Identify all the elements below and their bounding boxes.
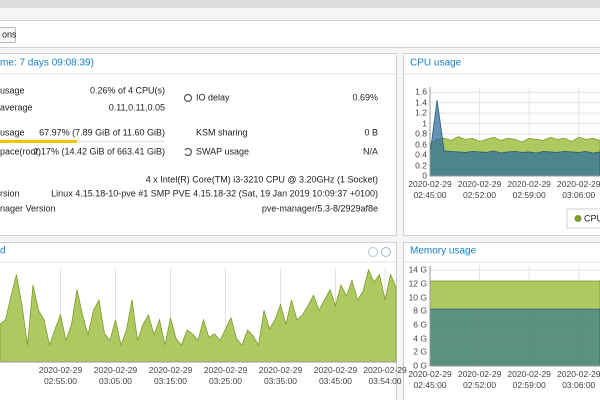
- x-tick-label: 2020-02-29 03:54:00: [363, 365, 407, 386]
- y-tick-label: 8 G: [413, 305, 427, 316]
- field-label: rsion: [0, 188, 20, 199]
- field-value: N/A: [362, 146, 378, 157]
- x-tick-label: 2020-02-29 02:52:00: [457, 369, 502, 390]
- panel-title: Memory usage: [410, 245, 477, 257]
- status-panel: [0, 53, 397, 236]
- x-tick-label: 2020-02-29 03:06:00: [557, 369, 600, 390]
- progress-bar: [0, 140, 77, 143]
- y-tick-label: 0: [422, 170, 427, 181]
- panel-title: me: 7 days 09:08:39): [0, 57, 94, 69]
- x-tick-label: 2020-02-29 03:35:00: [258, 365, 303, 386]
- y-tick-label: 0.4: [415, 149, 427, 160]
- field-label: pace(root): [0, 146, 42, 157]
- legend-swatch: [574, 215, 582, 222]
- panel-title: CPU usage: [410, 57, 462, 69]
- field-label: SWAP usage: [196, 146, 250, 157]
- y-tick-label: 1.6: [415, 86, 427, 97]
- area-series: [0, 268, 397, 363]
- legend-label: CPU: [584, 213, 600, 223]
- area-series: [429, 100, 600, 177]
- field-value: 2.17% (14.42 GiB of 663.41 GiB): [33, 146, 165, 157]
- x-tick-label: 2020-02-29 03:45:00: [313, 365, 358, 386]
- toolbar: [0, 20, 600, 48]
- button[interactable]: [0, 27, 16, 43]
- y-tick-label: 1.4: [415, 97, 427, 108]
- x-tick-label: 2020-02-29 02:52:00: [457, 179, 502, 200]
- legend-box: [566, 208, 600, 229]
- x-tick-label: 2020-02-29 02:55:00: [38, 365, 83, 386]
- field-value: Linux 4.15.18-10-pve #1 SMP PVE 4.15.18-…: [51, 188, 378, 199]
- io-icon: [183, 93, 193, 103]
- cpu-model: 4 x Intel(R) Core(TM) i3-3210 CPU @ 3.20…: [145, 174, 378, 185]
- x-tick-label: 2020-02-29 03:25:00: [203, 365, 248, 386]
- x-tick-label: 2020-02-29 03:06:00: [557, 179, 600, 200]
- y-tick-label: 0.2: [415, 160, 427, 171]
- y-tick-label: 1: [422, 118, 427, 129]
- panel-title: d: [0, 245, 6, 257]
- y-tick-label: 2 G: [413, 346, 427, 357]
- x-tick-label: 2020-02-29 03:15:00: [148, 365, 193, 386]
- field-value: 0.69%: [352, 92, 378, 103]
- field-label: KSM sharing: [196, 127, 248, 138]
- x-tick-label: 2020-02-29 02:59:00: [507, 179, 551, 200]
- field-value: pve-manager/5.3-8/2929af8e: [261, 203, 378, 214]
- progress-track: [0, 140, 165, 143]
- zoom-icon[interactable]: [381, 247, 391, 257]
- top-bar: [0, 0, 600, 8]
- x-tick-label: 2020-02-29 02:59:00: [507, 369, 551, 390]
- field-label: usage: [0, 127, 25, 138]
- field-label: nager Version: [0, 203, 56, 214]
- y-tick-label: 10 G: [408, 292, 427, 302]
- y-tick-label: 12 G: [408, 278, 427, 289]
- y-tick-label: 4 G: [413, 333, 427, 344]
- field-value: 0 B: [364, 127, 378, 138]
- y-tick-label: 14 G: [408, 264, 427, 275]
- x-tick-label: 2020-02-29 02:45:00: [408, 179, 452, 200]
- y-tick-label: 1.2: [415, 107, 427, 118]
- y-tick-label: 0.8: [415, 128, 427, 139]
- y-tick-label: 0.6: [415, 139, 427, 150]
- field-label: average: [0, 102, 33, 113]
- x-tick-label: 2020-02-29 02:45:00: [408, 369, 452, 390]
- y-tick-label: 0 G: [413, 360, 427, 371]
- field-value: 0.26% of 4 CPU(s): [89, 85, 165, 96]
- field-value: 67.97% (7.89 GiB of 11.60 GiB): [39, 127, 165, 138]
- area-series: [429, 308, 600, 367]
- x-tick-label: 2020-02-29 03:05:00: [93, 365, 138, 386]
- field-value: 0.11,0.11,0.05: [108, 102, 165, 113]
- y-tick-label: 6 G: [413, 319, 427, 330]
- field-label: usage: [0, 85, 25, 96]
- undo-zoom-icon[interactable]: [368, 247, 378, 257]
- button-label[interactable]: ons: [2, 29, 17, 40]
- field-label: IO delay: [196, 92, 230, 103]
- swap-icon: [184, 147, 192, 157]
